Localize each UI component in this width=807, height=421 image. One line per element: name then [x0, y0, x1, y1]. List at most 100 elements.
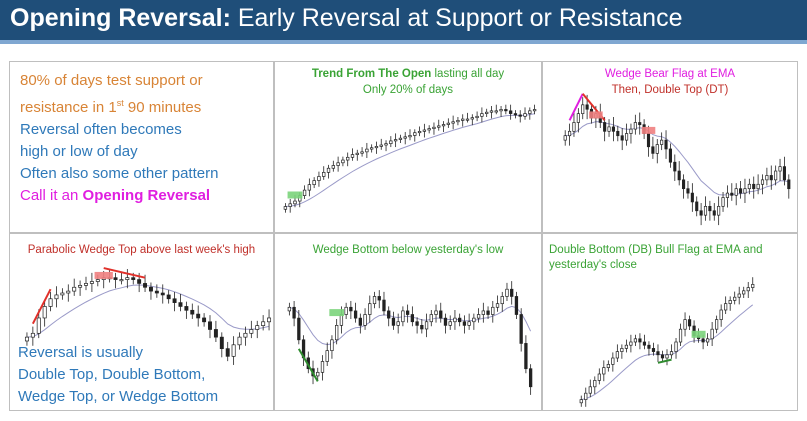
candle-body: [243, 332, 248, 338]
candle-body: [787, 179, 791, 190]
pattern-highlight-box: [329, 309, 345, 317]
candle-body: [514, 296, 519, 315]
candle-body: [572, 122, 576, 132]
candle-body: [384, 143, 388, 146]
candle-body: [585, 104, 589, 110]
chart-double-bottom: [579, 277, 755, 407]
trend-caption-bold: Trend From The Open: [311, 68, 432, 80]
candle-body: [293, 200, 297, 205]
candle-body: [401, 310, 405, 323]
candle-body: [320, 361, 325, 373]
candle-body: [633, 122, 637, 130]
candle-body: [42, 306, 47, 319]
candle-body: [519, 314, 523, 344]
panel-wedge-bear-flag: Wedge Bear Flag at EMA Then, Double Top …: [542, 61, 798, 233]
candle-body: [391, 317, 396, 326]
trend-caption-2: Only 20% of days: [362, 84, 454, 96]
candle-body: [344, 306, 348, 315]
candle-body: [89, 281, 94, 284]
ema-line: [285, 113, 535, 207]
candle-body: [143, 283, 148, 288]
reversal-line-3: Wedge Top, or Wedge Bottom: [18, 388, 219, 405]
candle-body: [500, 296, 504, 305]
candle-body: [491, 306, 495, 315]
reversal-line-1: Reversal is usually: [18, 344, 144, 361]
candle-body: [154, 290, 159, 294]
candle-body: [160, 292, 165, 296]
candle-body: [523, 113, 527, 117]
pattern-trend-line: [568, 93, 584, 121]
title-bold: Opening Reversal:: [10, 4, 231, 32]
candle-body: [78, 284, 83, 288]
candle-body: [288, 203, 292, 207]
candle-body: [499, 109, 503, 112]
candle-body: [60, 292, 65, 296]
candle-body: [413, 132, 417, 136]
candle-body: [620, 348, 624, 352]
candle-body: [725, 192, 729, 198]
trend-caption-rest: lasting all day: [431, 68, 505, 80]
candle-body: [312, 180, 316, 186]
candle-body: [687, 319, 692, 327]
candle-body: [668, 148, 672, 163]
candle-body: [655, 144, 659, 154]
candle-body: [765, 175, 769, 181]
candle-body: [341, 159, 345, 164]
candle-body: [528, 368, 533, 388]
candle-body: [563, 135, 567, 141]
candle-body: [495, 303, 500, 308]
candle-body: [458, 317, 462, 323]
candle-body: [470, 117, 474, 120]
candle-body: [225, 348, 230, 357]
candle-body: [446, 122, 451, 125]
candle-body: [712, 210, 716, 216]
candle-body: [518, 114, 522, 117]
candle-body: [664, 139, 668, 150]
candle-body: [678, 328, 683, 343]
candle-body: [196, 313, 201, 319]
candle-body: [588, 386, 592, 394]
candle-body: [317, 176, 321, 181]
candle-body: [489, 110, 494, 113]
candle-body: [84, 283, 88, 286]
candle-body: [769, 175, 773, 181]
candle-body: [377, 296, 381, 301]
candle-body: [113, 277, 118, 280]
candle-body: [287, 306, 292, 312]
candle-body: [339, 314, 344, 326]
candle-body: [249, 329, 254, 334]
candle-body: [448, 321, 452, 326]
candle-body: [647, 344, 651, 349]
candle-body: [486, 310, 490, 315]
candle-body: [611, 126, 615, 132]
candle-body: [485, 111, 489, 114]
candle-body: [494, 110, 498, 113]
candle-body: [581, 104, 585, 115]
candle-body: [467, 321, 471, 326]
candle-body: [451, 121, 455, 124]
candle-body: [472, 317, 476, 323]
candle-body: [316, 371, 320, 377]
candle-body: [387, 310, 391, 319]
candle-body: [615, 351, 619, 359]
candle-body: [699, 210, 703, 216]
candle-body: [453, 317, 457, 323]
candle-body: [358, 317, 362, 326]
header-rule: [0, 40, 807, 44]
note-line-3: Reversal often becomes: [20, 121, 182, 138]
candle-body: [625, 133, 629, 141]
candle-body: [48, 298, 53, 307]
candle-body: [202, 317, 207, 323]
panel-double-bottom: Double Bottom (DB) Bull Flag at EMA and …: [542, 233, 798, 411]
candle-body: [95, 279, 100, 282]
candle-body: [717, 205, 721, 216]
candle-body: [379, 144, 383, 147]
candle-body: [629, 341, 633, 346]
note-line-2-pre: resistance in 1: [20, 99, 117, 116]
candle-body: [603, 122, 607, 132]
pattern-trend-line: [31, 288, 52, 325]
candle-body: [368, 303, 372, 315]
candle-body: [584, 392, 588, 400]
candle-body: [434, 310, 438, 315]
candle-body: [148, 286, 153, 292]
